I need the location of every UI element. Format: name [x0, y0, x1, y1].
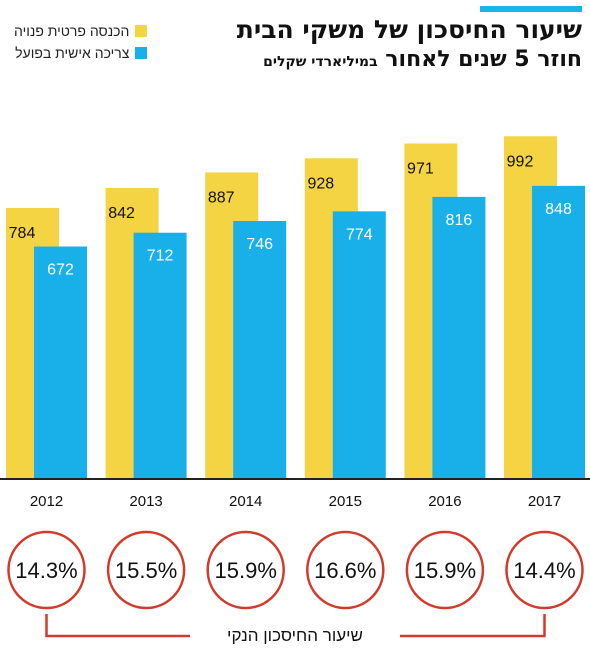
title-line-1: שיעור החיסכון של משקי הבית — [236, 15, 582, 44]
legend-item-income: הכנסה פרטית פנויה — [14, 20, 148, 42]
x-tick-label: 2013 — [129, 493, 162, 510]
x-tick-label: 2015 — [329, 493, 362, 510]
x-tick-label: 2012 — [30, 493, 63, 510]
savings-rate-circle — [505, 530, 584, 610]
savings-rate-circle — [405, 530, 485, 610]
title-line-2-text: חוזר 5 שנים לאחור — [385, 47, 582, 72]
savings-rate-value: 14.3% — [15, 558, 77, 583]
savings-rate-value: 15.5% — [115, 558, 177, 583]
data-label-consumption: 712 — [147, 248, 174, 265]
savings-rate-value: 15.9% — [215, 558, 277, 583]
title-accent-bar — [480, 6, 582, 12]
bar-consumption — [34, 246, 87, 478]
data-label-income: 784 — [9, 225, 36, 242]
savings-rate-circle — [7, 530, 86, 610]
savings-rate-value: 16.6% — [314, 558, 376, 583]
legend: הכנסה פרטית פנויה צריכה אישית בפועל — [14, 20, 148, 64]
legend-label-consumption: צריכה אישית בפועל — [15, 45, 130, 61]
data-label-income: 971 — [407, 160, 434, 177]
savings-rate-circle — [206, 530, 285, 610]
bar-consumption — [133, 232, 187, 478]
bar-consumption — [233, 221, 287, 479]
data-label-income: 992 — [507, 153, 534, 170]
savings-rate-value: 15.9% — [414, 558, 476, 583]
savings-rate-circle — [306, 530, 385, 610]
legend-swatch-consumption — [135, 47, 148, 59]
chart-title: שיעור החיסכון של משקי הבית חוזר 5 שנים ל… — [237, 14, 582, 76]
savings-rate-circle — [106, 530, 186, 610]
data-label-consumption: 672 — [47, 261, 74, 278]
data-label-consumption: 774 — [346, 226, 373, 243]
savings-rate-bracket — [45, 614, 546, 638]
title-unit: במיליארדי שקלים — [263, 54, 378, 70]
bar-consumption — [432, 196, 486, 478]
data-label-consumption: 746 — [246, 236, 273, 253]
legend-swatch-income — [135, 25, 148, 37]
bar-consumption — [332, 211, 386, 478]
data-label-income: 887 — [208, 189, 235, 206]
title-line-2: חוזר 5 שנים לאחור במיליארדי שקלים — [237, 46, 582, 76]
x-tick-label: 2016 — [428, 493, 461, 510]
x-tick-label: 2017 — [528, 493, 561, 510]
data-label-income: 842 — [108, 205, 135, 222]
legend-item-consumption: צריכה אישית בפועל — [14, 42, 148, 64]
savings-rate-label: שיעור החיסכון הנקי — [227, 626, 363, 645]
data-label-income: 928 — [307, 175, 334, 192]
bar-consumption — [532, 185, 585, 478]
data-label-consumption: 848 — [545, 201, 572, 218]
data-label-consumption: 816 — [446, 212, 473, 229]
savings-rate-value: 14.4% — [513, 558, 575, 583]
legend-label-income: הכנסה פרטית פנויה — [14, 23, 130, 39]
x-tick-label: 2014 — [229, 493, 262, 510]
